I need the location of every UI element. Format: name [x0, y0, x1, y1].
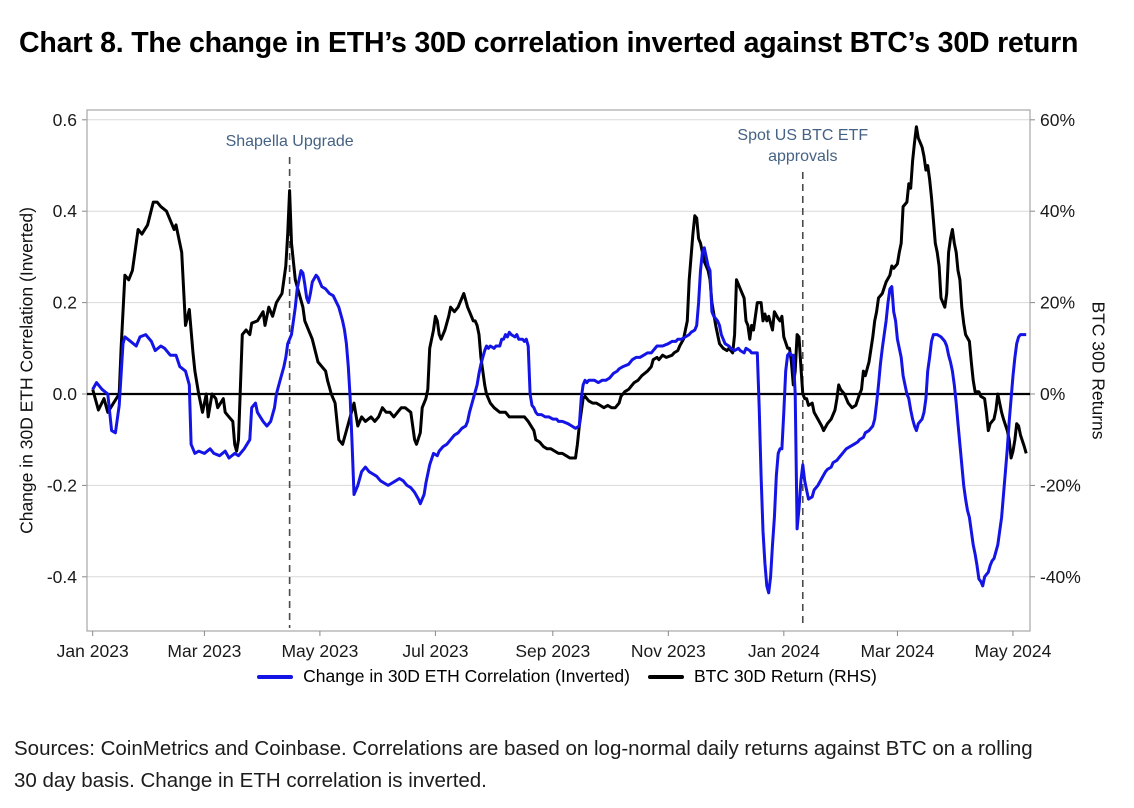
legend: Change in 30D ETH Correlation (Inverted)… [0, 666, 1134, 687]
x-axis-tick-label: May 2024 [975, 641, 1052, 661]
plot-border [86, 109, 1031, 632]
x-axis-tick-label: Nov 2023 [631, 641, 706, 661]
left-axis-title: Change in 30D ETH Correlation (Inverted) [16, 207, 37, 534]
btc-return-line [91, 125, 1028, 460]
x-axis-tick-label: Jan 2023 [57, 641, 129, 661]
x-axis-tick-label: May 2023 [281, 641, 358, 661]
x-axis-tick-label: Jul 2023 [402, 641, 468, 661]
left-axis-tick-label: 0.6 [53, 110, 77, 130]
x-axis-tick-label: Mar 2024 [860, 641, 934, 661]
left-axis-tick-label: 0.0 [53, 384, 78, 404]
right-axis-title: BTC 30D Returns [1088, 301, 1109, 440]
left-axis-tick-label: 0.2 [53, 293, 77, 313]
chart-title: Chart 8. The change in ETH’s 30D correla… [19, 27, 1079, 60]
annotation-label-shapella-upgrade: Shapella Upgrade [226, 133, 354, 150]
left-axis-tick-label: -0.4 [47, 567, 77, 587]
x-axis-tick-label: Sep 2023 [515, 641, 590, 661]
right-axis-tick-label: 40% [1040, 201, 1075, 221]
legend-label-btc: BTC 30D Return (RHS) [694, 666, 877, 686]
left-axis-tick-label: -0.2 [47, 475, 77, 495]
sources-note: Sources: CoinMetrics and Coinbase. Corre… [14, 736, 1033, 792]
right-axis-tick-label: -20% [1040, 475, 1081, 495]
annotation-label-spot-btc-etf-approvals: Spot US BTC ETF approvals [737, 127, 868, 165]
right-axis-tick-label: 60% [1040, 110, 1075, 130]
right-axis-tick-label: 20% [1040, 293, 1075, 313]
right-axis-tick-label: -40% [1040, 567, 1081, 587]
legend-label-eth: Change in 30D ETH Correlation (Inverted) [303, 666, 630, 686]
x-axis-tick-label: Mar 2023 [167, 641, 241, 661]
eth-correlation-line [91, 246, 1027, 595]
btc-line-swatch [648, 674, 684, 679]
right-axis-tick-label: 0% [1040, 384, 1065, 404]
legend-item-eth-correlation: Change in 30D ETH Correlation (Inverted) [257, 666, 630, 687]
eth-line-swatch [257, 674, 294, 679]
left-axis-tick-label: 0.4 [53, 201, 78, 221]
x-axis-tick-label: Jan 2024 [748, 641, 820, 661]
legend-item-btc-return: BTC 30D Return (RHS) [648, 666, 877, 687]
